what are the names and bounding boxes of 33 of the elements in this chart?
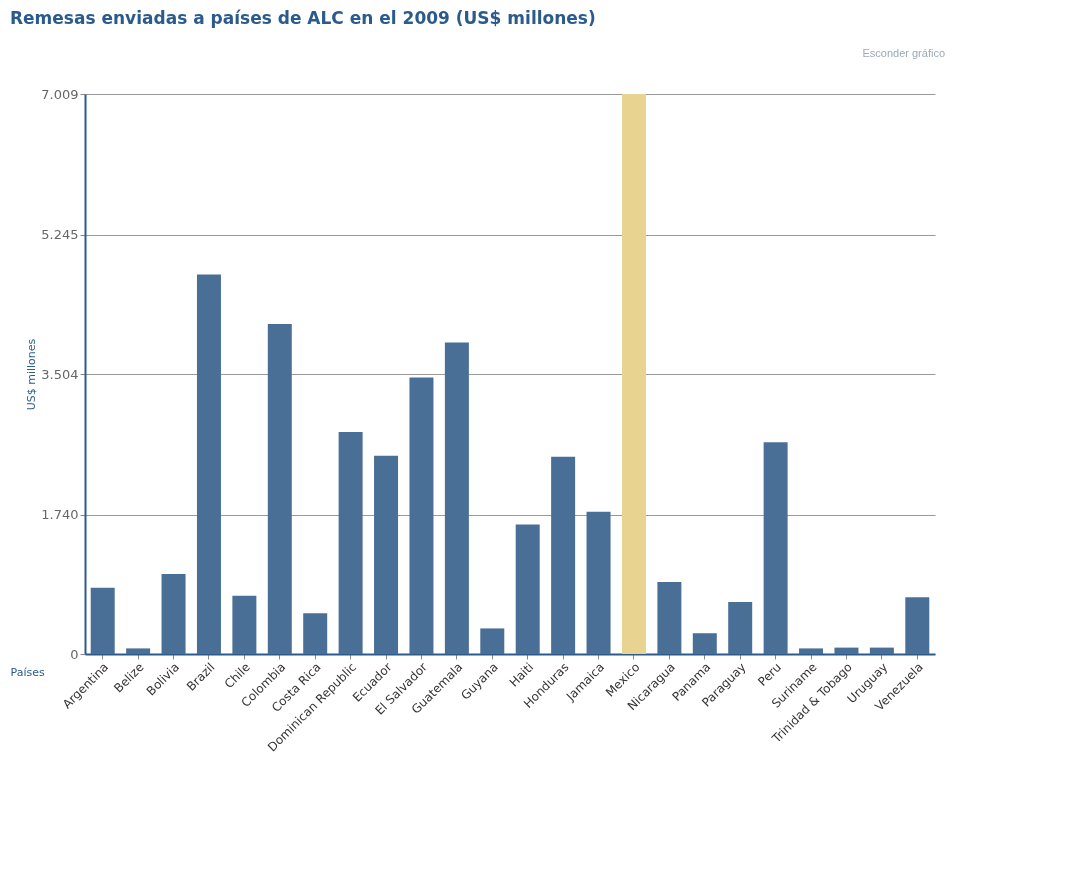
bar <box>267 324 292 654</box>
bar <box>728 602 753 654</box>
bar <box>799 648 824 654</box>
bar <box>338 431 363 654</box>
bar <box>657 582 682 654</box>
bar <box>692 633 717 654</box>
bar <box>621 94 646 654</box>
bar <box>869 647 894 654</box>
y-tick-label: 0 <box>70 646 79 662</box>
bar <box>763 442 788 654</box>
y-axis-title: US$ millones <box>25 338 39 411</box>
bar <box>480 628 505 654</box>
bar <box>444 342 469 654</box>
x-axis-title: Países <box>10 665 45 679</box>
bar <box>515 524 540 654</box>
bar <box>126 648 151 654</box>
bar <box>232 595 257 654</box>
y-tick-label: 7.009 <box>41 86 79 102</box>
y-tick-label: 3.504 <box>41 366 79 382</box>
y-tick-label: 1.740 <box>41 507 79 523</box>
bar <box>196 274 221 654</box>
bar <box>586 511 611 654</box>
bar <box>161 574 186 654</box>
y-tick-label: 5.245 <box>41 227 79 243</box>
bar <box>834 647 859 654</box>
bar <box>303 613 328 654</box>
bar <box>90 587 115 654</box>
chart-title: Remesas enviadas a países de ALC en el 2009 (US$ millones) <box>10 8 596 28</box>
bar <box>374 455 399 654</box>
bar <box>905 597 930 654</box>
text: Esconder gráfico <box>862 47 945 59</box>
bar <box>551 456 576 654</box>
bar <box>409 377 434 654</box>
